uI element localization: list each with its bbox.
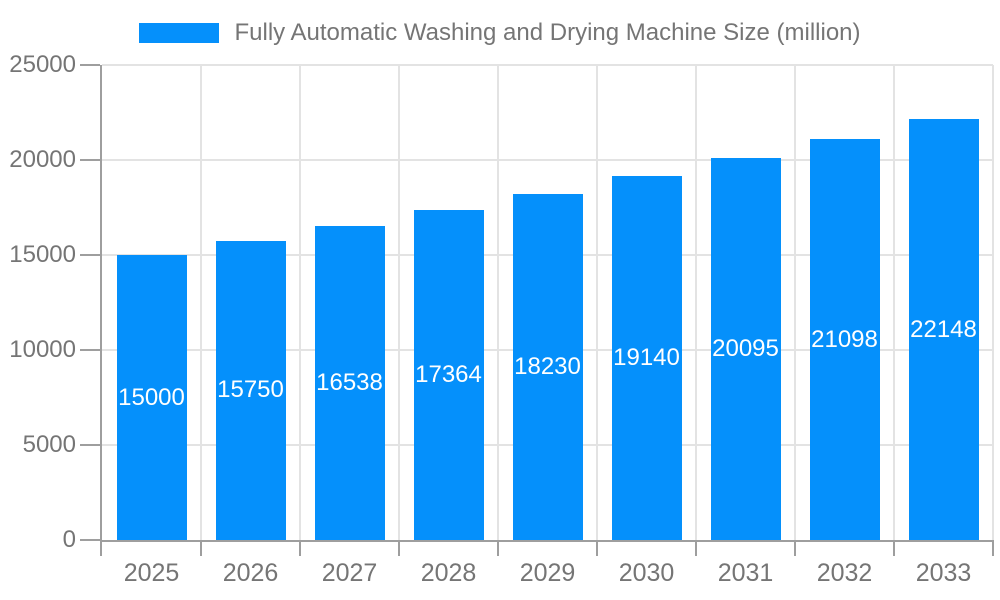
bar-2025[interactable]: 15000 [116,255,187,540]
bar-value-label-2027: 16538 [316,368,383,396]
y-axis-tick-15000 [80,254,100,256]
bar-2029[interactable]: 18230 [512,193,583,540]
gridline-v-2 [299,65,301,540]
x-axis-tick-2 [299,540,301,556]
x-axis-label-2033: 2033 [915,559,972,587]
gridline-v-7 [794,65,796,540]
gridline-h-25000 [102,64,993,66]
y-axis-tick-20000 [80,159,100,161]
gridline-v-6 [695,65,697,540]
bar-2027[interactable]: 16538 [314,225,385,540]
bar-2033[interactable]: 22148 [908,119,979,540]
x-axis-tick-6 [695,540,697,556]
x-axis-label-2032: 2032 [816,559,873,587]
legend[interactable]: Fully Automatic Washing and Drying Machi… [0,19,1000,47]
x-axis-tick-7 [794,540,796,556]
y-axis-tick-25000 [80,64,100,66]
x-axis-tick-1 [200,540,202,556]
y-axis-label-15000: 15000 [9,241,76,268]
y-axis-label-20000: 20000 [9,146,76,173]
gridline-v-4 [497,65,499,540]
legend-swatch-icon [139,23,220,43]
x-axis-label-2029: 2029 [519,559,576,587]
bar-2032[interactable]: 21098 [809,139,880,540]
y-axis-tick-0 [80,539,100,541]
y-axis-label-0: 0 [62,526,76,553]
gridline-v-9 [992,65,994,540]
bar-2026[interactable]: 15750 [215,240,286,540]
x-axis-tick-5 [596,540,598,556]
x-axis-label-2026: 2026 [222,559,279,587]
x-axis-tick-8 [893,540,895,556]
gridline-h-20000 [102,159,993,161]
x-axis-tick-4 [497,540,499,556]
x-axis-label-2027: 2027 [321,559,378,587]
bar-value-label-2032: 21098 [811,325,878,353]
bar-value-label-2025: 15000 [118,383,185,411]
y-axis-label-10000: 10000 [9,336,76,363]
bar-2031[interactable]: 20095 [710,158,781,540]
bar-value-label-2026: 15750 [217,376,284,404]
gridline-v-3 [398,65,400,540]
gridline-v-8 [893,65,895,540]
bar-2028[interactable]: 17364 [413,210,484,540]
bar-2030[interactable]: 19140 [611,176,682,540]
legend-label: Fully Automatic Washing and Drying Machi… [234,19,861,46]
bar-value-label-2033: 22148 [910,315,977,343]
x-axis-tick-3 [398,540,400,556]
x-axis-label-2030: 2030 [618,559,675,587]
x-axis-label-2025: 2025 [123,559,180,587]
plot-area: 0 5000 10000 15000 20000 25000 15000 2025 15750 2… [9,53,994,587]
bar-value-label-2031: 20095 [712,335,779,363]
bar-value-label-2029: 18230 [514,352,581,380]
x-axis-label-2028: 2028 [420,559,477,587]
y-axis-tick-10000 [80,349,100,351]
x-axis-label-2031: 2031 [717,559,774,587]
gridline-v-1 [200,65,202,540]
bar-value-label-2030: 19140 [613,344,680,372]
x-axis-tick-0 [100,540,102,556]
x-axis-tick-9 [992,540,994,556]
y-axis-label-5000: 5000 [22,431,76,458]
bar-value-label-2028: 17364 [415,361,482,389]
y-axis-label-25000: 25000 [9,51,76,78]
y-axis-tick-5000 [80,444,100,446]
gridline-v-5 [596,65,598,540]
